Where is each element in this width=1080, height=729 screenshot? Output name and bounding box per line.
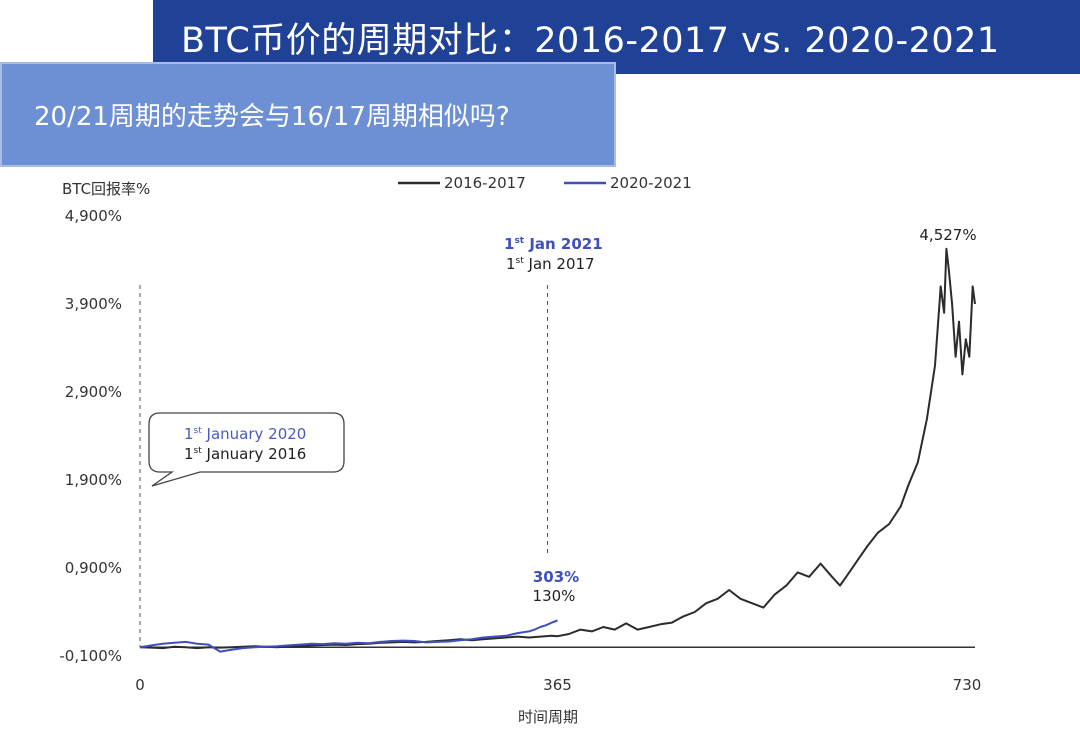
y-tick-label: 4,900%	[65, 207, 122, 225]
x-tick-label: 365	[543, 676, 572, 694]
callout-line-2016: 1st January 2016	[184, 445, 306, 463]
value-label-2020: 303%	[533, 568, 579, 586]
series-line-2020	[139, 619, 558, 653]
y-axis-label: BTC回报率%	[62, 180, 150, 198]
peak-label: 4,527%	[919, 226, 976, 244]
x-axis-ticks: 0 365 730	[135, 676, 981, 694]
y-axis-ticks: -0,100% 0,900% 1,900% 2,900% 3,900% 4,900%	[59, 207, 122, 665]
y-tick-label: 3,900%	[65, 295, 122, 313]
y-tick-label: 1,900%	[65, 471, 122, 489]
x-tick-label: 730	[953, 676, 982, 694]
callout-line-2020: 1st January 2020	[184, 425, 306, 443]
legend-label-2020: 2020-2021	[610, 174, 692, 192]
subtitle-banner: 20/21周期的走势会与16/17周期相似吗?	[0, 62, 616, 167]
y-tick-label: 0,900%	[65, 559, 122, 577]
legend: 2016-2017 2020-2021	[398, 174, 692, 192]
page-subtitle: 20/21周期的走势会与16/17周期相似吗?	[34, 102, 510, 132]
value-label-2016: 130%	[533, 587, 576, 605]
x-axis-label: 时间周期	[518, 708, 578, 726]
y-tick-label: -0,100%	[59, 647, 122, 665]
callout-bubble	[148, 412, 345, 487]
start-callout: 1st January 2020 1st January 2016	[148, 412, 345, 487]
series-line-2016	[139, 247, 976, 650]
mid-label-2017: 1st Jan 2017	[506, 255, 595, 273]
y-tick-label: 2,900%	[65, 383, 122, 401]
x-tick-label: 0	[135, 676, 145, 694]
page-title: BTC币价的周期对比：2016-2017 vs. 2020-2021	[181, 20, 1000, 61]
mid-label-2021: 1st Jan 2021	[504, 235, 603, 253]
legend-label-2016: 2016-2017	[444, 174, 526, 192]
mid-label: 1st Jan 2021 1st Jan 2017	[504, 235, 603, 273]
title-banner: BTC币价的周期对比：2016-2017 vs. 2020-2021	[153, 0, 1080, 74]
